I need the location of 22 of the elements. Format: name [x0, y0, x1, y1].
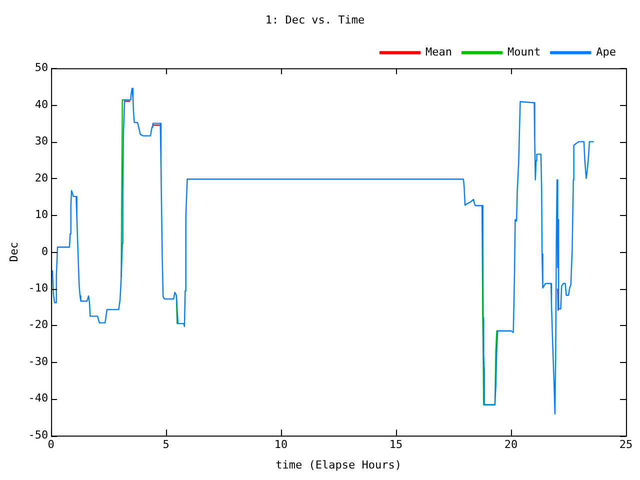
- y-tick-label: -20: [28, 318, 48, 332]
- x-tick-label: 15: [389, 438, 403, 452]
- x-tick-label: 20: [504, 438, 518, 452]
- y-axis-title: Dec: [7, 242, 20, 262]
- y-tick-label: 30: [34, 134, 48, 148]
- y-tick-label: 50: [34, 61, 48, 74]
- y-tick-label: -50: [28, 428, 48, 442]
- x-tick-label: 5: [162, 438, 170, 452]
- y-tick-label: 20: [34, 171, 48, 184]
- y-tick-label: -40: [28, 392, 48, 405]
- y-tick-label: -30: [28, 354, 48, 368]
- legend-label: Mount: [508, 46, 541, 59]
- x-tick-label: 10: [274, 438, 288, 452]
- legend-label: Ape: [596, 46, 616, 59]
- chart-title: 1: Dec vs. Time: [265, 13, 365, 26]
- x-tick-label: 25: [619, 438, 633, 452]
- y-tick-label: 0: [41, 244, 48, 258]
- y-tick-label: 40: [34, 98, 48, 111]
- x-axis-title: time (Elapse Hours): [276, 458, 402, 472]
- legend-label: Mean: [426, 46, 452, 59]
- y-tick-label: 10: [34, 208, 48, 222]
- y-tick-label: -10: [28, 282, 48, 294]
